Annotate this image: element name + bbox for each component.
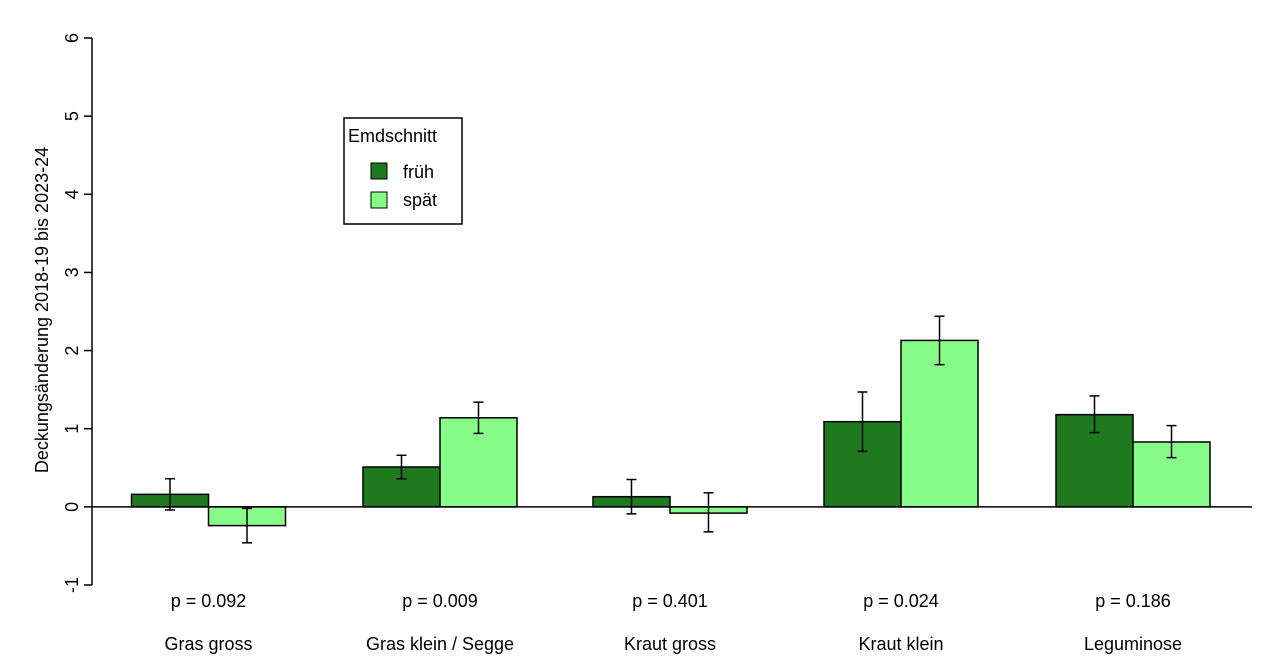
category-label: Gras gross [164,634,252,654]
y-tick-label: 3 [62,267,82,277]
legend-label-spaet: spät [403,190,437,210]
y-tick-label: 4 [62,189,82,199]
error-bars [165,315,1177,544]
category-label: Gras klein / Segge [366,634,514,654]
p-value-label: p = 0.186 [1095,591,1171,611]
y-tick-label: 1 [62,424,82,434]
category-label: Kraut klein [858,634,943,654]
y-tick-label: 6 [62,33,82,43]
legend: Emdschnitt früh spät [343,117,463,225]
legend-swatch-frueh [370,162,388,180]
legend-box [343,117,463,225]
legend-swatch-spaet [370,191,388,209]
y-axis-title: Deckungsänderung 2018-19 bis 2023-24 [32,147,52,473]
p-value-labels: p = 0.092 p = 0.009 p = 0.401 p = 0.024 p = … [171,591,1171,611]
category-labels: Gras gross Gras klein / Segge Kraut gross K… [164,634,1182,654]
p-value-label: p = 0.401 [632,591,708,611]
y-tick-label: 0 [62,502,82,512]
y-axis: -1 0 1 2 3 4 5 6 [62,33,93,593]
bars [130,339,1211,527]
y-tick-label: 2 [62,346,82,356]
p-value-label: p = 0.009 [402,591,478,611]
bar-spaet-3 [900,339,979,508]
y-tick-label: -1 [62,577,82,593]
y-tick-label: 5 [62,111,82,121]
legend-label-frueh: früh [403,162,434,182]
p-value-label: p = 0.024 [863,591,939,611]
category-label: Leguminose [1084,634,1182,654]
category-label: Kraut gross [624,634,716,654]
p-value-label: p = 0.092 [171,591,247,611]
legend-title: Emdschnitt [348,126,437,146]
